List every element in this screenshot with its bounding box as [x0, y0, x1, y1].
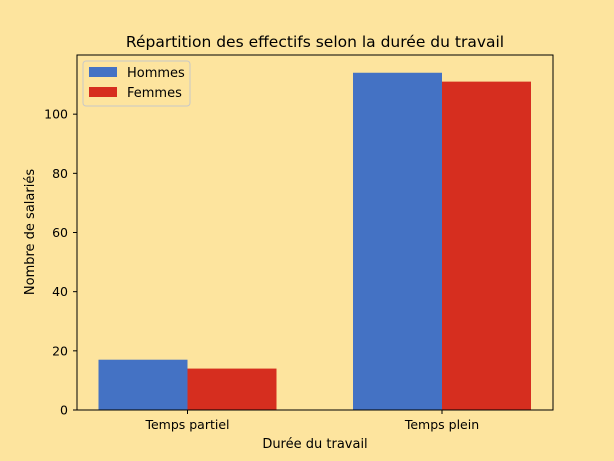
x-tick-label: Temps plein	[404, 417, 479, 432]
chart-title: Répartition des effectifs selon la durée…	[126, 33, 504, 51]
x-axis-ticks: Temps partiel Temps plein	[144, 410, 479, 432]
bar-femmes-2	[442, 81, 531, 410]
y-tick-label: 40	[52, 284, 68, 299]
legend: Hommes Femmes	[82, 60, 191, 107]
legend-label-hommes: Hommes	[127, 66, 185, 81]
legend-swatch-hommes	[89, 67, 117, 77]
bar-femmes-1	[187, 368, 277, 410]
bar-hommes-1	[98, 359, 188, 410]
bar-hommes-2	[353, 72, 442, 410]
bars-group	[76, 54, 554, 411]
y-tick-label: 80	[52, 166, 68, 181]
y-tick-label: 0	[60, 403, 68, 418]
y-tick-label: 100	[44, 107, 68, 122]
y-tick-label: 60	[52, 225, 68, 240]
y-axis-label: Nombre de salariés	[23, 169, 38, 295]
x-axis-label: Durée du travail	[262, 437, 367, 452]
y-axis-ticks: 0 20 40 60 80 100	[44, 107, 77, 418]
x-tick-label: Temps partiel	[144, 417, 229, 432]
legend-label-femmes: Femmes	[127, 86, 182, 101]
legend-swatch-femmes	[89, 87, 117, 97]
y-tick-label: 20	[52, 343, 68, 358]
